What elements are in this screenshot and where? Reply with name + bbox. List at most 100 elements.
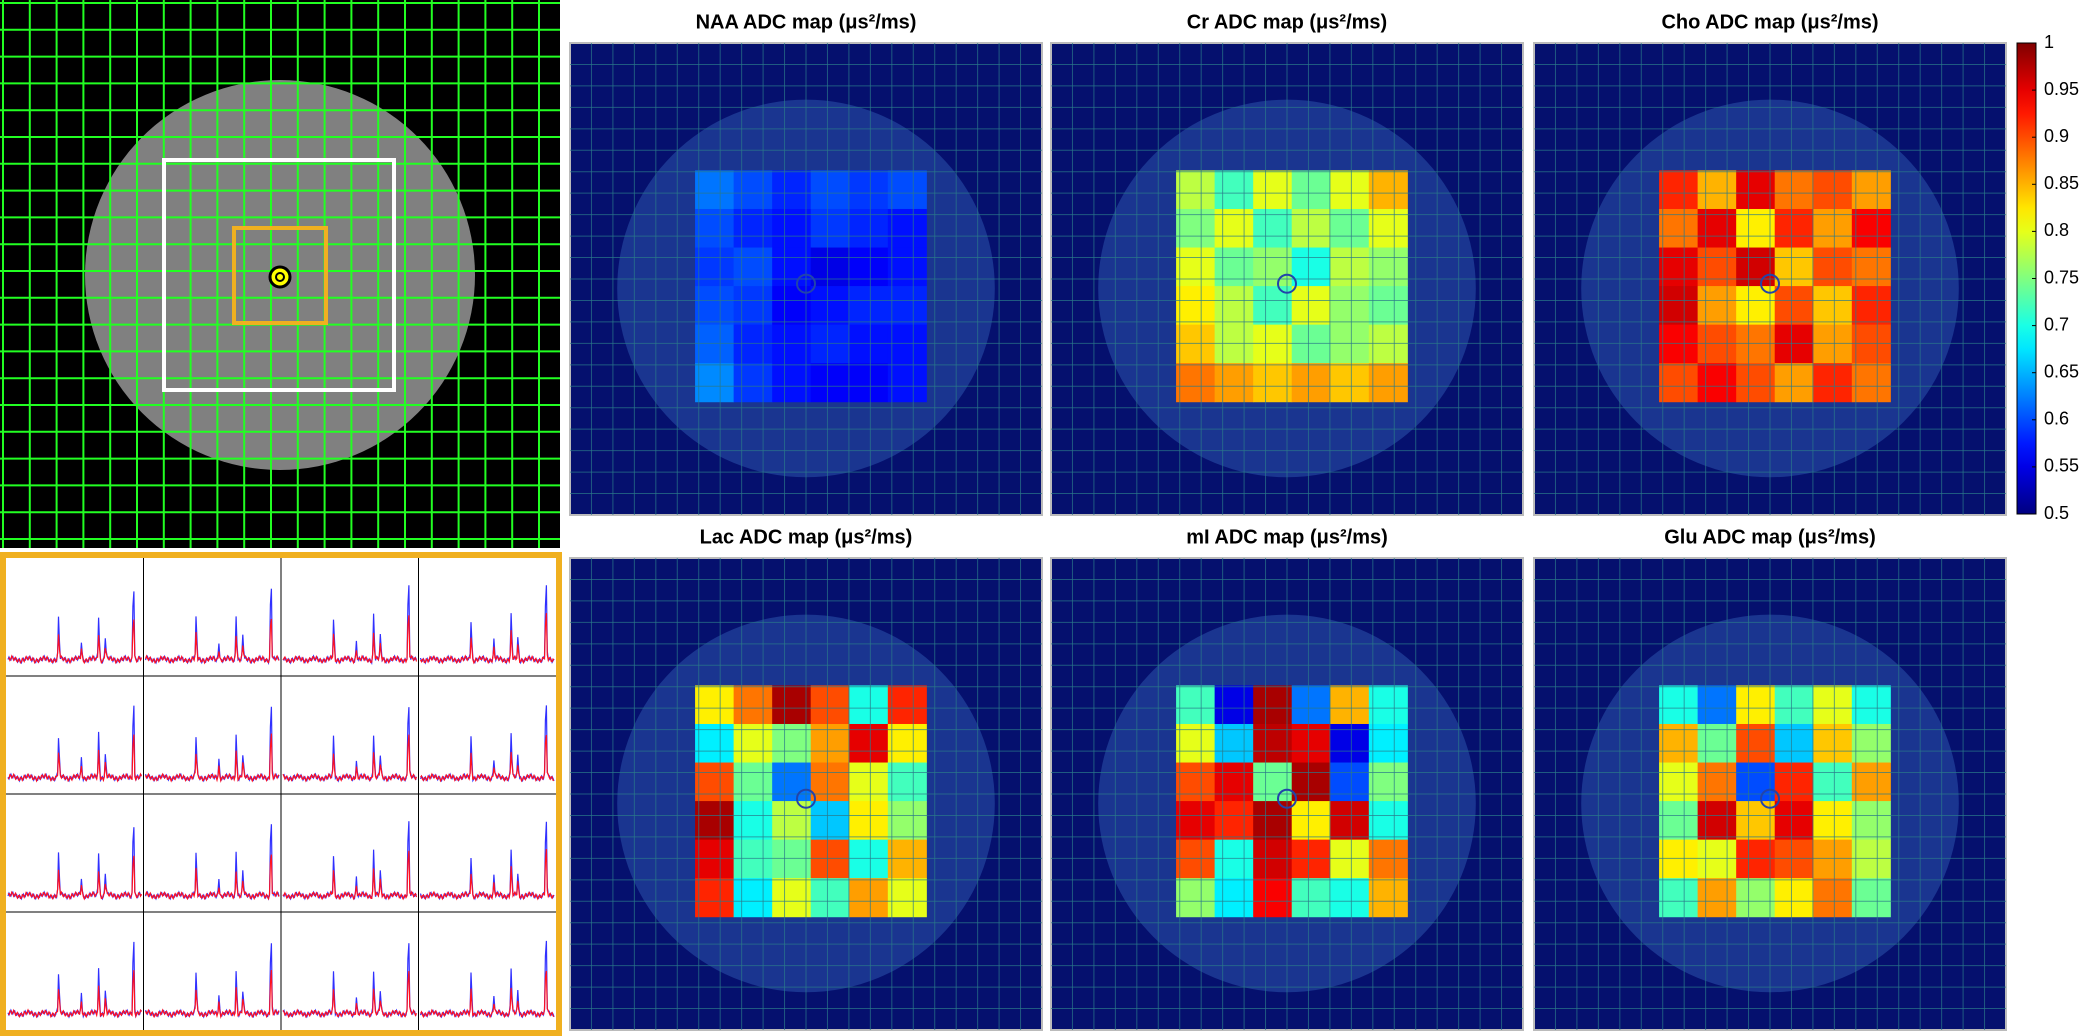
adc-cell [1291,170,1331,210]
adc-cell [1368,247,1408,287]
adc-cell [1659,762,1699,802]
adc-maps: NAA ADC map (μs²/ms) Cr ADC map (μs²/ms) C… [569,11,2007,1031]
adc-cell [1659,170,1699,210]
adc-cell [1330,685,1370,725]
adc-cell [1368,685,1408,725]
adc-cell [1659,286,1699,326]
adc-cell [1736,208,1776,249]
adc-cell [1176,247,1216,287]
voxel-marker [1760,273,1780,294]
adc-cell [887,723,927,764]
spectrum [7,619,143,665]
adc-cell [1214,363,1254,403]
adc-cell [1253,208,1293,249]
adc-cell [1851,208,1891,249]
adc-cell [1291,762,1331,802]
voxel-marker [796,273,816,294]
adc-cell [1813,363,1853,403]
adc-cell [772,685,812,725]
adc-cell [1774,801,1814,841]
adc-cell [733,324,773,364]
adc-cell [733,878,773,918]
map-title: NAA ADC map (μs²/ms) [696,11,917,33]
voxel-marker-inner [275,272,285,282]
adc-cell [1697,247,1737,287]
adc-cell [810,762,850,802]
voxel-marker [1760,788,1780,809]
adc-cell [1330,878,1370,918]
map-title: Cho ADC map (μs²/ms) [1661,11,1878,33]
adc-cell [1851,247,1891,287]
adc-cell [849,363,889,403]
adc-cell [1176,801,1216,841]
colorbar-tick-label: 0.7 [2044,314,2069,334]
colorbar-tick-label: 0.65 [2044,361,2079,381]
adc-cell [1291,723,1331,764]
spectrum [282,734,418,783]
adc-cell [849,286,889,326]
adc-cell [810,685,850,725]
adc-cell [1736,878,1776,918]
adc-cell [1774,685,1814,725]
colorbar-tick-label: 0.9 [2044,126,2069,146]
adc-cell [1774,723,1814,764]
adc-cell [887,170,927,210]
zoom-box [232,226,328,325]
adc-cell [1697,363,1737,403]
adc-cell [1253,839,1293,879]
adc-cell [1697,839,1737,879]
adc-cell [695,723,735,764]
spectrum [144,854,280,901]
press-box [162,158,396,392]
adc-cell [1291,685,1331,725]
adc-cell [733,723,773,764]
adc-cell [1253,170,1293,210]
adc-cell [1774,324,1814,364]
spectrum [419,849,555,901]
adc-cell [1851,286,1891,326]
adc-cell [1214,878,1254,918]
adc-cell [695,324,735,364]
adc-cell [1214,286,1254,326]
spectrum [144,733,280,783]
adc-cell [695,762,735,802]
adc-cell [1368,839,1408,879]
spectrum [282,850,418,901]
adc-cell [772,878,812,918]
adc-cell [1176,878,1216,918]
adc-cell [1736,170,1776,210]
colorbar-tick-label: 0.5 [2044,503,2069,523]
adc-cell [887,685,927,725]
adc-cell [695,363,735,403]
adc-cell [1659,247,1699,287]
adc-cell [1291,801,1331,841]
adc-cell [772,363,812,403]
colorbar-tick-label: 0.75 [2044,267,2079,287]
adc-cell [887,801,927,841]
adc-cell [887,878,927,918]
adc-cell [733,208,773,249]
adc-cell [1368,208,1408,249]
adc-cell [1813,286,1853,326]
adc-cell [733,801,773,841]
adc-cell [1214,685,1254,725]
voxel-marker [1277,273,1297,294]
adc-cell [1736,324,1776,364]
adc-cell [1851,723,1891,764]
adc-cell [1851,839,1891,879]
adc-cell [1214,839,1254,879]
adc-cell [1697,762,1737,802]
adc-cell [1697,286,1737,326]
adc-cell [1736,762,1776,802]
adc-cell [1176,723,1216,764]
adc-cell [1813,723,1853,764]
adc-cell [1813,685,1853,725]
adc-cell [849,839,889,879]
spectra-panel [0,552,562,1036]
adc-cell [849,247,889,287]
adc-cell [1813,324,1853,364]
adc-cell [1291,208,1331,249]
spectrum [7,855,143,901]
colorbar-tick-label: 0.85 [2044,173,2079,193]
